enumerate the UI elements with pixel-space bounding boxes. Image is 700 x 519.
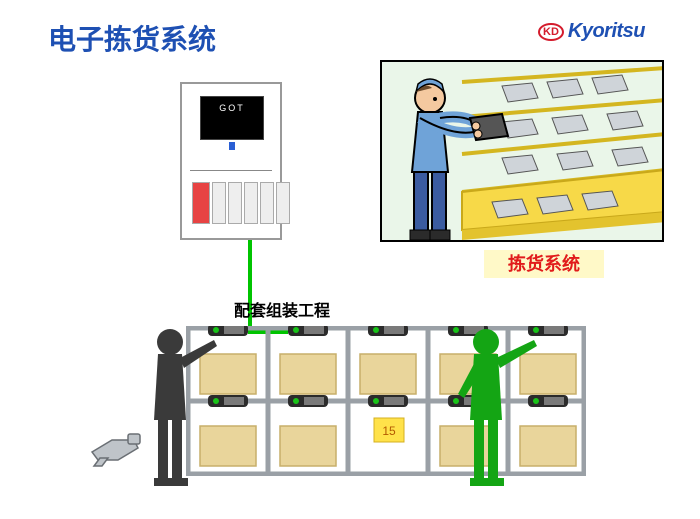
illustration-caption: 拣货系统 — [484, 250, 604, 278]
section-label: 配套组装工程 — [234, 297, 330, 321]
control-panel: GOT — [180, 82, 282, 240]
worker-left-icon — [140, 324, 220, 494]
logo-badge: KD — [538, 23, 564, 41]
panel-slot — [244, 182, 258, 224]
logo-text: Kyoritsu — [568, 20, 645, 43]
panel-divider — [190, 170, 272, 171]
brand-logo: KD Kyoritsu — [538, 20, 645, 43]
highlight-value: 15 — [382, 424, 396, 438]
panel-slot — [212, 182, 226, 224]
worker-right-icon — [452, 324, 542, 494]
panel-connector — [229, 142, 235, 150]
panel-screen-label: GOT — [201, 97, 263, 113]
page-title: 电子拣货系统 — [48, 18, 216, 58]
panel-slot — [260, 182, 274, 224]
scanner-icon — [86, 418, 146, 468]
picking-illustration — [380, 60, 664, 242]
panel-slot — [276, 182, 290, 224]
panel-slots — [192, 182, 290, 224]
panel-slot — [192, 182, 210, 224]
panel-screen: GOT — [200, 96, 264, 140]
panel-slot — [228, 182, 242, 224]
picking-illustration-svg — [382, 62, 664, 242]
